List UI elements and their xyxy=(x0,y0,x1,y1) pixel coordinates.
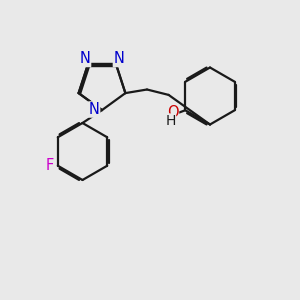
Text: N: N xyxy=(113,52,124,67)
Text: H: H xyxy=(165,114,175,128)
Text: N: N xyxy=(89,102,100,117)
Text: O: O xyxy=(167,104,178,119)
Text: F: F xyxy=(45,158,53,173)
Text: N: N xyxy=(80,52,91,67)
